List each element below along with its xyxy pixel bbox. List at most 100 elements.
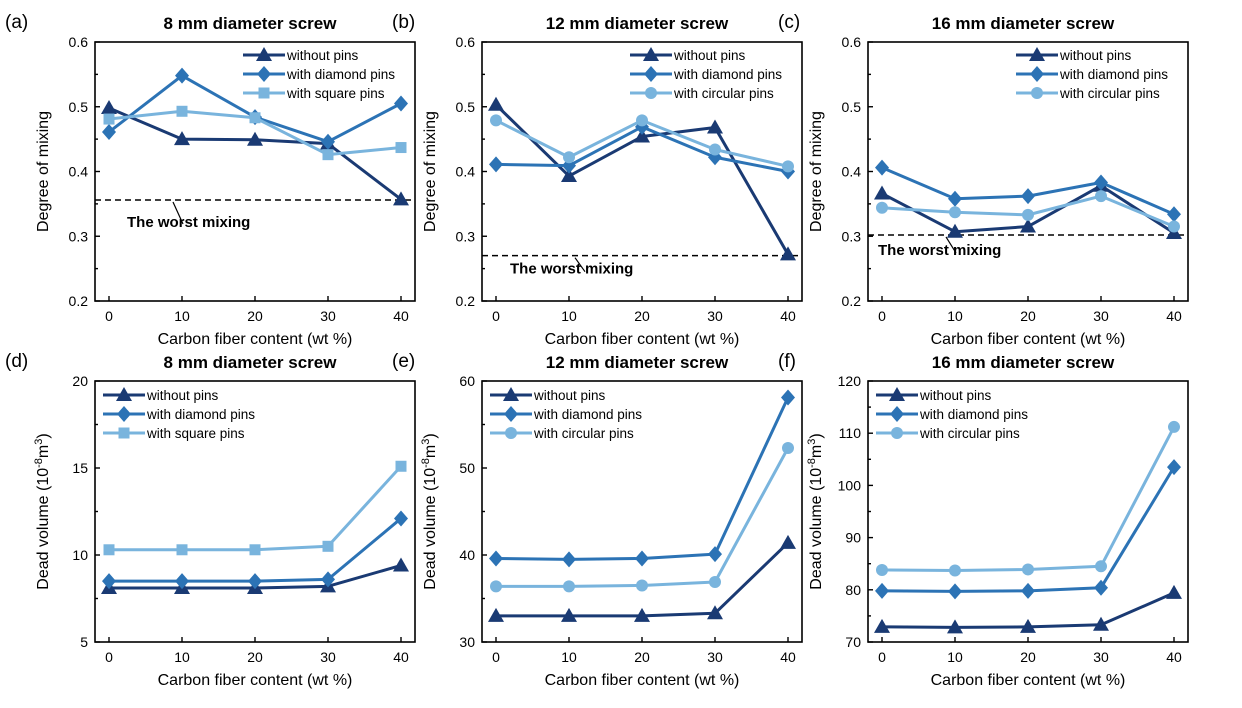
legend-marker xyxy=(1029,47,1045,61)
data-point xyxy=(1093,616,1109,631)
data-point xyxy=(782,160,794,173)
panel-title: 12 mm diameter screw xyxy=(546,14,729,33)
data-point xyxy=(563,580,575,593)
x-tick-label: 30 xyxy=(1093,308,1109,324)
y-tick-label: 0.2 xyxy=(456,293,476,309)
worst-mixing-label: The worst mixing xyxy=(510,261,633,278)
x-tick-label: 30 xyxy=(320,308,336,324)
legend-label: with diamond pins xyxy=(919,407,1028,422)
y-tick-label: 40 xyxy=(459,547,475,563)
x-tick-label: 10 xyxy=(947,649,963,665)
x-tick-label: 40 xyxy=(1166,308,1182,324)
data-point xyxy=(634,607,650,622)
data-point xyxy=(175,573,189,590)
legend-marker xyxy=(645,87,657,99)
legend-label: with square pins xyxy=(146,426,245,441)
panel-title: 8 mm diameter screw xyxy=(164,14,338,33)
y-axis-label: Degree of mixing xyxy=(422,111,439,232)
series-line xyxy=(881,426,1176,572)
y-tick-label: 0.3 xyxy=(842,228,862,244)
x-tick-label: 40 xyxy=(1166,649,1182,665)
data-point xyxy=(174,131,190,146)
legend-marker xyxy=(118,427,130,439)
legend-label: without pins xyxy=(1059,48,1132,63)
y-tick-label: 0.6 xyxy=(69,34,89,50)
data-point xyxy=(321,133,335,150)
legend-label: without pins xyxy=(533,388,606,403)
data-point xyxy=(875,159,889,176)
legend-marker xyxy=(890,406,904,422)
data-point xyxy=(708,546,722,563)
data-point xyxy=(102,573,116,590)
legend-label: without pins xyxy=(146,388,219,403)
data-point xyxy=(1167,459,1181,476)
legend-marker xyxy=(256,47,272,61)
legend-label: with circular pins xyxy=(1059,86,1160,101)
legend-label: with circular pins xyxy=(673,86,774,101)
y-tick-label: 70 xyxy=(845,634,861,650)
data-point xyxy=(635,550,649,567)
y-tick-label: 15 xyxy=(72,460,88,476)
data-point xyxy=(1020,218,1036,233)
y-tick-label: 120 xyxy=(838,373,862,389)
panel-letter: (d) xyxy=(5,351,28,372)
annotation-pointer xyxy=(172,201,184,225)
x-tick-label: 0 xyxy=(492,649,500,665)
data-point xyxy=(876,563,888,576)
y-tick-label: 20 xyxy=(72,373,88,389)
x-tick-label: 0 xyxy=(878,649,886,665)
y-tick-label: 0.6 xyxy=(456,34,476,50)
y-tick-label: 10 xyxy=(72,547,88,563)
data-point xyxy=(1167,206,1181,223)
x-tick-label: 20 xyxy=(1020,308,1036,324)
data-point xyxy=(249,112,261,124)
x-tick-label: 20 xyxy=(634,649,650,665)
legend-marker xyxy=(1031,87,1043,99)
panel-letter: (f) xyxy=(778,351,796,372)
data-point xyxy=(1168,420,1180,433)
x-axis-label: Carbon fiber content (wt %) xyxy=(545,331,740,348)
data-point xyxy=(563,151,575,164)
legend-marker xyxy=(116,387,132,401)
data-point xyxy=(876,201,888,214)
y-axis-label: Dead volume (10-8m3) xyxy=(806,433,825,589)
legend-marker xyxy=(1030,66,1044,82)
data-point xyxy=(874,185,890,200)
y-tick-label: 60 xyxy=(459,373,475,389)
x-tick-label: 30 xyxy=(1093,649,1109,665)
x-tick-label: 10 xyxy=(174,649,190,665)
x-tick-label: 30 xyxy=(320,649,336,665)
x-tick-label: 0 xyxy=(105,649,113,665)
data-point xyxy=(948,583,962,600)
data-point xyxy=(321,571,335,588)
x-tick-label: 10 xyxy=(561,308,577,324)
annotation-pointer xyxy=(574,257,586,273)
data-point xyxy=(636,114,648,127)
data-point xyxy=(322,149,334,161)
legend-marker xyxy=(504,406,518,422)
legend-label: with diamond pins xyxy=(673,67,782,82)
x-tick-label: 20 xyxy=(1020,649,1036,665)
panel-letter: (b) xyxy=(392,12,415,33)
y-tick-label: 0.2 xyxy=(842,293,862,309)
data-point xyxy=(489,550,503,567)
y-tick-label: 0.6 xyxy=(842,34,862,50)
data-point xyxy=(176,105,188,117)
legend-marker xyxy=(503,387,519,401)
x-tick-label: 40 xyxy=(780,649,796,665)
data-point xyxy=(634,128,650,143)
panel-4: 0 10 20 30 40 5 10 15 20 (d) 8 mm diameter screw Ca… xyxy=(5,351,416,689)
y-tick-label: 0.5 xyxy=(456,99,476,115)
data-point xyxy=(781,389,795,406)
y-axis-label: Degree of mixing xyxy=(808,111,825,232)
x-tick-label: 30 xyxy=(707,308,723,324)
legend-label: with diamond pins xyxy=(146,407,255,422)
panel-title: 16 mm diameter screw xyxy=(932,353,1115,372)
legend-marker xyxy=(643,47,659,61)
panel-letter: (a) xyxy=(5,12,28,33)
y-axis-label: Degree of mixing xyxy=(35,111,52,232)
y-tick-label: 90 xyxy=(845,530,861,546)
y-tick-label: 100 xyxy=(838,477,862,493)
x-tick-label: 30 xyxy=(707,649,723,665)
